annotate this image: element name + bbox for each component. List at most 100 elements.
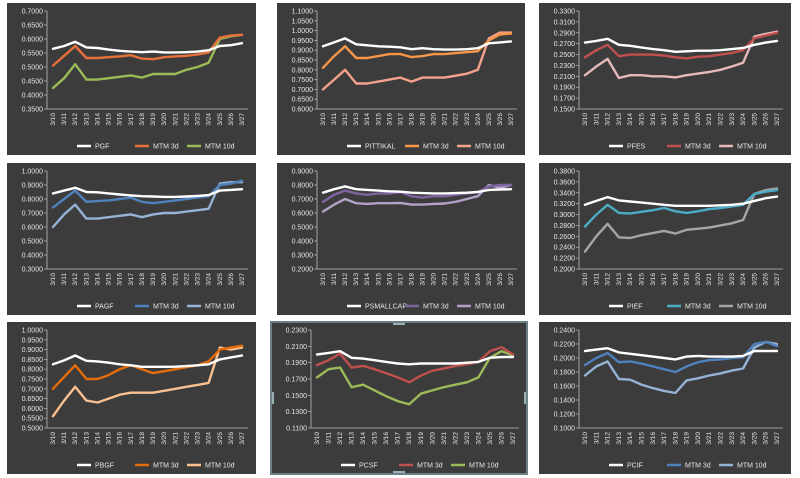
y-tick-label: 0.2000 <box>554 356 576 363</box>
y-tick-label: 0.3800 <box>554 169 576 176</box>
x-tick-label: 3/10 <box>314 432 321 445</box>
x-tick-label: 3/21 <box>442 273 449 286</box>
x-tick-label: 3/19 <box>150 432 157 445</box>
x-tick-label: 3/22 <box>718 113 725 126</box>
y-tick-label: 1.0000 <box>22 169 44 176</box>
x-tick-label: 3/19 <box>684 113 691 126</box>
chart-svg: 0.2000 0.3000 0.4000 0.5000 0.6000 0.7000 0.80… <box>277 163 525 315</box>
legend-label: MTM 3d <box>417 463 443 470</box>
chart-svg: 0.3000 0.4000 0.5000 0.6000 0.7000 0.8000 0.90… <box>7 163 256 315</box>
x-tick-label: 3/12 <box>605 273 612 286</box>
x-tick-label: 3/21 <box>172 432 179 445</box>
x-tick-label: 3/23 <box>464 113 471 126</box>
x-tick-label: 3/20 <box>695 113 702 126</box>
x-tick-label: 3/14 <box>94 432 101 445</box>
series-line-3 <box>321 31 513 91</box>
chart-panel-8[interactable]: 0.1100 0.1300 0.1500 0.1700 0.1900 0.2100 0.23… <box>270 321 528 475</box>
series-line-1 <box>583 347 779 361</box>
x-tick-label: 3/21 <box>706 113 713 126</box>
legend-label: PIEF <box>627 304 643 311</box>
x-tick-label: 3/21 <box>172 113 179 126</box>
y-tick-label: 0.7500 <box>22 377 44 384</box>
y-tick-label: 0.8500 <box>292 58 314 65</box>
series-line-3 <box>583 30 779 80</box>
x-tick-label: 3/11 <box>593 273 600 286</box>
x-tick-label: 3/22 <box>718 432 725 445</box>
y-tick-label: 0.7500 <box>292 77 314 84</box>
x-tick-label: 3/15 <box>638 273 645 286</box>
x-tick-label: 3/25 <box>751 113 758 126</box>
x-tick-label: 3/19 <box>150 273 157 286</box>
legend-label: MTM 10d <box>475 304 505 311</box>
x-tick-label: 3/26 <box>498 432 505 445</box>
x-tick-label: 3/26 <box>763 432 770 445</box>
x-tick-label: 3/26 <box>763 273 770 286</box>
series-line-3 <box>315 350 515 406</box>
x-tick-label: 3/22 <box>183 432 190 445</box>
x-tick-label: 3/16 <box>650 273 657 286</box>
y-tick-label: 0.3300 <box>554 9 576 16</box>
legend-label: MTM 3d <box>153 304 179 311</box>
x-tick-label: 3/19 <box>684 432 691 445</box>
x-tick-label: 3/17 <box>661 432 668 445</box>
x-tick-label: 3/24 <box>740 273 747 286</box>
x-tick-label: 3/23 <box>195 432 202 445</box>
series-line-1 <box>321 37 513 51</box>
x-tick-label: 3/24 <box>740 113 747 126</box>
y-tick-label: 0.4500 <box>22 79 44 86</box>
x-tick-label: 3/22 <box>183 113 190 126</box>
x-tick-label: 3/23 <box>195 273 202 286</box>
legend-label: MTM 3d <box>153 463 179 470</box>
x-tick-label: 3/20 <box>161 113 168 126</box>
x-tick-label: 3/20 <box>695 432 702 445</box>
x-tick-label: 3/13 <box>353 273 360 286</box>
resize-handle <box>524 392 527 404</box>
x-tick-label: 3/23 <box>729 432 736 445</box>
y-tick-label: 0.3000 <box>22 267 44 274</box>
y-tick-label: 0.4000 <box>292 239 314 246</box>
x-tick-label: 3/17 <box>128 273 135 286</box>
y-tick-label: 0.2000 <box>554 267 576 274</box>
x-tick-label: 3/14 <box>627 113 634 126</box>
x-tick-label: 3/26 <box>228 432 235 445</box>
x-tick-label: 3/12 <box>72 113 79 126</box>
x-tick-label: 3/26 <box>228 273 235 286</box>
chart-svg: 0.1100 0.1300 0.1500 0.1700 0.1900 0.2100 0.23… <box>271 322 527 474</box>
x-tick-label: 3/10 <box>50 432 57 445</box>
x-tick-label: 3/11 <box>61 432 68 445</box>
x-tick-label: 3/25 <box>486 113 493 126</box>
x-tick-label: 3/21 <box>172 273 179 286</box>
x-tick-label: 3/22 <box>452 432 459 445</box>
x-tick-label: 3/15 <box>106 113 113 126</box>
x-tick-label: 3/12 <box>342 273 349 286</box>
y-tick-label: 0.6000 <box>292 211 314 218</box>
x-tick-label: 3/11 <box>593 432 600 445</box>
legend-label: MTM 10d <box>737 144 767 151</box>
y-tick-label: 0.5500 <box>22 416 44 423</box>
x-tick-label: 3/21 <box>706 432 713 445</box>
x-tick-label: 3/18 <box>139 113 146 126</box>
resize-handle <box>393 471 405 474</box>
y-tick-label: 1.0000 <box>292 28 314 35</box>
x-tick-label: 3/19 <box>420 113 427 126</box>
x-tick-label: 3/24 <box>475 432 482 445</box>
y-tick-label: 0.8000 <box>292 67 314 74</box>
chart-background <box>7 322 256 474</box>
x-tick-label: 3/16 <box>383 432 390 445</box>
x-tick-label: 3/25 <box>486 273 493 286</box>
x-tick-label: 3/27 <box>508 113 515 126</box>
x-tick-label: 3/13 <box>83 273 90 286</box>
legend-label: PAGF <box>95 304 114 311</box>
y-tick-label: 0.7000 <box>292 197 314 204</box>
y-tick-label: 0.9000 <box>292 169 314 176</box>
x-tick-label: 3/11 <box>331 113 338 126</box>
y-tick-label: 0.9000 <box>22 183 44 190</box>
x-tick-label: 3/16 <box>117 113 124 126</box>
legend-label: PBGF <box>95 463 114 470</box>
y-tick-label: 1.1000 <box>292 9 314 16</box>
chart-panel-1: 0.3500 0.4000 0.4500 0.5000 0.5500 0.6000 0.65… <box>7 3 256 155</box>
x-tick-label: 3/15 <box>106 273 113 286</box>
x-tick-label: 3/24 <box>475 273 482 286</box>
x-tick-label: 3/25 <box>751 273 758 286</box>
x-tick-label: 3/17 <box>397 113 404 126</box>
